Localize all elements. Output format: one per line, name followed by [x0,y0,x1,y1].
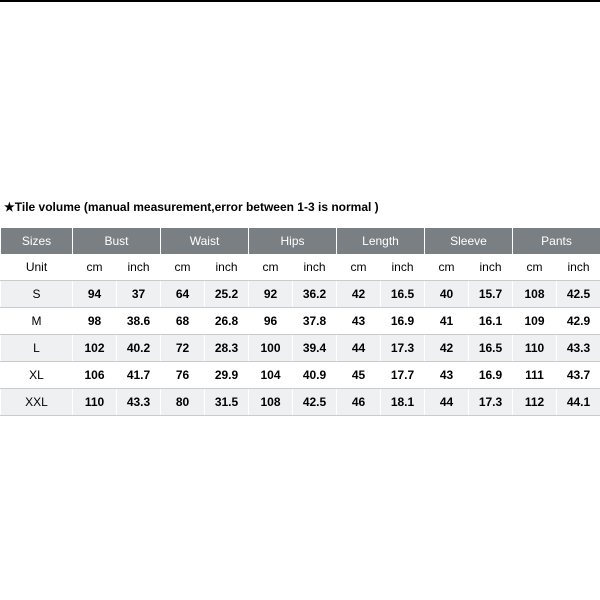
size-label: S [1,281,73,308]
cell: 96 [249,308,293,335]
cell: 37.8 [293,308,337,335]
cell: 45 [337,362,381,389]
cell: 44 [337,335,381,362]
unit-inch: inch [117,254,161,281]
cell: 43 [425,362,469,389]
cell: 16.9 [381,308,425,335]
unit-cm: cm [513,254,557,281]
cell: 106 [73,362,117,389]
cell: 41 [425,308,469,335]
cell: 40.9 [293,362,337,389]
cell: 39.4 [293,335,337,362]
cell: 38.6 [117,308,161,335]
cell: 42.5 [557,281,600,308]
unit-inch: inch [557,254,600,281]
table-row: S 9437 6425.2 9236.2 4216.5 4015.7 10842… [1,281,600,308]
unit-inch: inch [381,254,425,281]
cell: 37 [117,281,161,308]
cell: 42 [425,335,469,362]
unit-cm: cm [337,254,381,281]
cell: 110 [73,389,117,416]
cell: 36.2 [293,281,337,308]
cell: 28.3 [205,335,249,362]
cell: 29.9 [205,362,249,389]
col-sleeve: Sleeve [425,228,513,254]
star-icon: ★ [4,200,15,214]
cell: 16.5 [469,335,513,362]
cell: 112 [513,389,557,416]
unit-cm: cm [161,254,205,281]
cell: 17.7 [381,362,425,389]
cell: 17.3 [381,335,425,362]
table-row: L 10240.2 7228.3 10039.4 4417.3 4216.5 1… [1,335,600,362]
cell: 42 [337,281,381,308]
cell: 42.9 [557,308,600,335]
unit-label: Unit [1,254,73,281]
cell: 80 [161,389,205,416]
unit-cm: cm [425,254,469,281]
cell: 109 [513,308,557,335]
cell: 31.5 [205,389,249,416]
size-label: L [1,335,73,362]
cell: 43 [337,308,381,335]
cell: 40.2 [117,335,161,362]
cell: 40 [425,281,469,308]
cell: 41.7 [117,362,161,389]
unit-inch: inch [469,254,513,281]
cell: 92 [249,281,293,308]
unit-cm: cm [73,254,117,281]
cell: 108 [513,281,557,308]
cell: 43.3 [117,389,161,416]
cell: 42.5 [293,389,337,416]
cell: 64 [161,281,205,308]
cell: 68 [161,308,205,335]
cell: 16.9 [469,362,513,389]
cell: 18.1 [381,389,425,416]
size-chart-table: Sizes Bust Waist Hips Length Sleeve Pant… [0,228,600,416]
table-row: XL 10641.7 7629.9 10440.9 4517.7 4316.9 … [1,362,600,389]
table-row: M 9838.6 6826.8 9637.8 4316.9 4116.1 109… [1,308,600,335]
cell: 44.1 [557,389,600,416]
cell: 100 [249,335,293,362]
size-label: M [1,308,73,335]
cell: 25.2 [205,281,249,308]
note-text: Tile volume (manual measurement,error be… [15,200,379,214]
cell: 16.1 [469,308,513,335]
cell: 17.3 [469,389,513,416]
col-length: Length [337,228,425,254]
table-row: XXL 11043.3 8031.5 10842.5 4618.1 4417.3… [1,389,600,416]
unit-inch: inch [293,254,337,281]
cell: 94 [73,281,117,308]
header-row: Sizes Bust Waist Hips Length Sleeve Pant… [1,228,600,254]
col-sizes: Sizes [1,228,73,254]
cell: 72 [161,335,205,362]
cell: 98 [73,308,117,335]
unit-row: Unit cminch cminch cminch cminch cminch … [1,254,600,281]
cell: 26.8 [205,308,249,335]
size-label: XL [1,362,73,389]
cell: 104 [249,362,293,389]
cell: 16.5 [381,281,425,308]
unit-cm: cm [249,254,293,281]
col-waist: Waist [161,228,249,254]
cell: 44 [425,389,469,416]
cell: 43.7 [557,362,600,389]
col-pants: Pants [513,228,600,254]
size-label: XXL [1,389,73,416]
measurement-note: ★Tile volume (manual measurement,error b… [4,200,379,214]
col-bust: Bust [73,228,161,254]
cell: 43.3 [557,335,600,362]
cell: 15.7 [469,281,513,308]
cell: 110 [513,335,557,362]
cell: 46 [337,389,381,416]
cell: 76 [161,362,205,389]
cell: 111 [513,362,557,389]
unit-inch: inch [205,254,249,281]
col-hips: Hips [249,228,337,254]
cell: 108 [249,389,293,416]
cell: 102 [73,335,117,362]
